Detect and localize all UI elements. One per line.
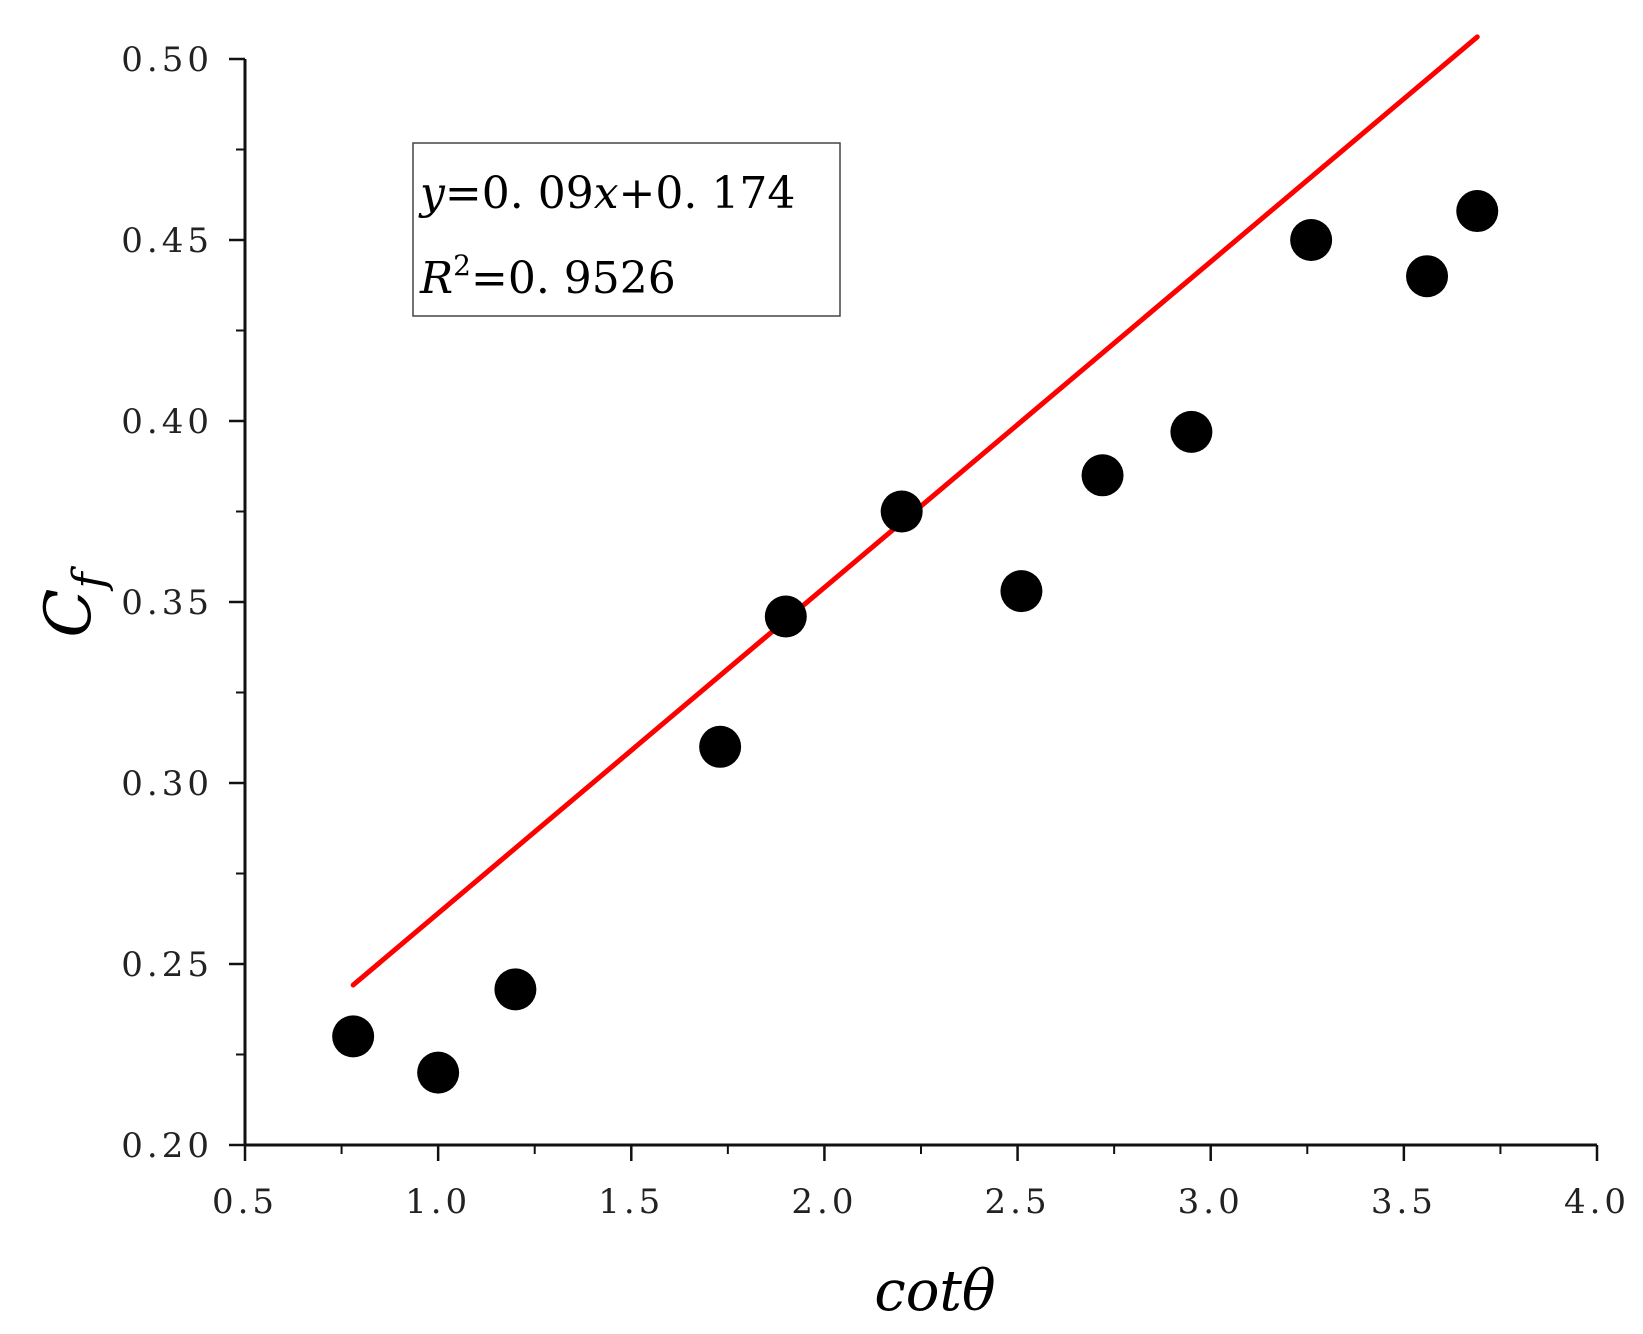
- y-tick-label: 0.50: [121, 40, 213, 80]
- r2-value: =0. 9526: [471, 253, 676, 304]
- y-axis-title: Cf: [32, 566, 115, 638]
- data-points: [332, 190, 1499, 1094]
- x-tick-label: 3.5: [1371, 1182, 1437, 1222]
- data-point: [1000, 570, 1043, 613]
- x-tick-label: 2.0: [791, 1182, 857, 1222]
- r2-superscript: 2: [453, 249, 471, 282]
- data-point: [332, 1015, 375, 1058]
- y-tick-label: 0.45: [121, 221, 213, 261]
- data-point: [880, 490, 923, 533]
- x-tick-label: 3.0: [1178, 1182, 1244, 1222]
- data-point: [1406, 255, 1449, 298]
- y-tick-label: 0.40: [121, 402, 213, 442]
- data-point: [417, 1051, 460, 1094]
- y-tick-label: 0.25: [121, 945, 213, 985]
- x-tick-label: 1.0: [405, 1182, 471, 1222]
- x-tick-label: 0.5: [212, 1182, 278, 1222]
- data-point: [1290, 219, 1333, 261]
- equation-box: [412, 142, 841, 317]
- y-axis-title-sub: f: [64, 566, 115, 592]
- x-tick-label: 2.5: [985, 1182, 1051, 1222]
- eq-slope: =0. 09: [445, 168, 594, 219]
- eq-intercept: +0. 174: [619, 168, 796, 219]
- y-tick-label: 0.20: [121, 1126, 213, 1166]
- data-point: [1170, 410, 1213, 453]
- eq-x-var: x: [594, 168, 619, 219]
- data-point: [764, 595, 807, 638]
- data-point: [1081, 454, 1124, 497]
- data-point: [494, 968, 537, 1011]
- r-squared: R2=0. 9526: [419, 249, 676, 304]
- y-tick-label: 0.35: [121, 583, 213, 623]
- eq-y-var: y: [418, 168, 446, 219]
- x-axis-title: cotθ: [874, 1259, 995, 1324]
- x-tick-label: 4.0: [1564, 1182, 1630, 1222]
- y-axis-ticks: 0.20 0.25 0.30 0.35 0.40 0.45 0.50: [121, 40, 245, 1166]
- y-axis-title-main: C: [32, 589, 106, 638]
- data-point: [1456, 190, 1499, 233]
- fit-equation: y=0. 09x+0. 174: [418, 168, 795, 219]
- y-tick-label: 0.30: [121, 764, 213, 804]
- r2-r: R: [419, 253, 453, 304]
- data-point: [699, 725, 742, 768]
- x-axis-ticks: 0.5 1.0 1.5 2.0 2.5 3.0 3.5 4.0: [212, 1145, 1630, 1222]
- x-tick-label: 1.5: [598, 1182, 664, 1222]
